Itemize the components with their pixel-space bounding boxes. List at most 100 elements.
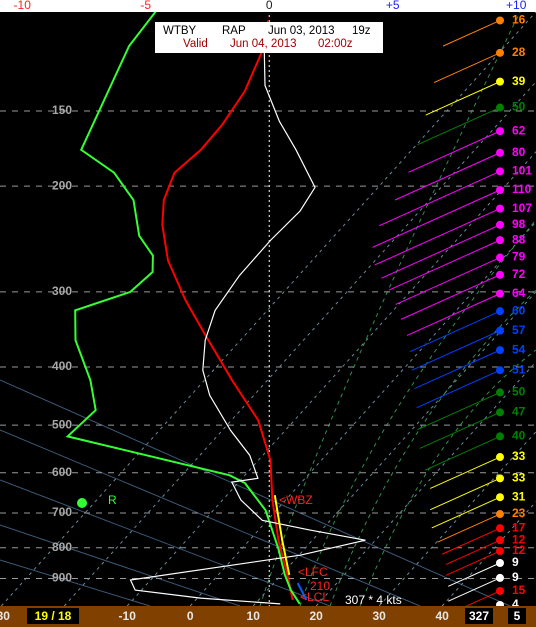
y-tick-label: 400 <box>52 359 72 373</box>
wind-speed: 107 <box>512 201 532 215</box>
wind-speed: 50 <box>512 385 526 399</box>
grid <box>0 12 536 606</box>
wind-barb <box>388 239 501 291</box>
axis-labels: 150 200 300 400 500 600 700 800 900 <box>52 103 72 584</box>
wind-speed: 31 <box>512 489 526 503</box>
header: WTBY RAP Jun 03, 2013 19z Valid Jun 04, … <box>155 22 383 53</box>
wind-dot <box>496 204 504 213</box>
wind-dot <box>496 103 504 112</box>
wind-dot <box>496 510 504 519</box>
x-tick-label: 10 <box>247 609 261 623</box>
wind-dot <box>496 474 504 483</box>
x2-tick-label: -10 <box>14 0 32 12</box>
y-tick-label: 200 <box>52 178 72 192</box>
extra: 5 <box>514 609 521 623</box>
init-date: Jun 03, 2013 <box>268 25 335 37</box>
wind-dot <box>496 493 504 502</box>
wind-barb <box>448 577 501 602</box>
wind-speed: 39 <box>512 74 526 88</box>
wind-barb <box>408 130 501 173</box>
surface-box <box>27 608 79 624</box>
wind-speed: 12 <box>512 532 526 546</box>
wind-speed: 60 <box>512 303 526 317</box>
wind-speed: 50 <box>512 100 526 114</box>
direction-box <box>465 608 493 624</box>
dry-adiabat <box>0 379 511 606</box>
wind-barb <box>414 349 501 390</box>
wind-barb <box>442 20 501 47</box>
x-tick-label: 30 <box>372 609 386 623</box>
x-tick-label: 0 <box>187 609 194 623</box>
wind-dot <box>496 536 504 545</box>
x2-tick-label: 0 <box>266 0 273 12</box>
wind-speed: 15 <box>512 583 526 597</box>
wind-barb <box>372 189 501 248</box>
lfc-label: <LFC <box>298 565 328 579</box>
wind-speed: 57 <box>512 323 526 337</box>
wind-dot <box>496 547 504 556</box>
wind-dot <box>496 185 504 194</box>
wind-speed: 62 <box>512 123 526 137</box>
profile-line <box>296 582 308 601</box>
top-axis: -10 -5 0 +5 +10 <box>14 0 527 12</box>
wind-barb <box>400 274 501 320</box>
wind-barb <box>424 435 501 471</box>
wind-dot <box>496 127 504 136</box>
wind-barb <box>409 310 501 353</box>
y-tick-label: 150 <box>52 103 72 117</box>
wind-dot <box>496 220 504 229</box>
profile-line <box>273 495 291 576</box>
level-label: 210 <box>310 579 330 593</box>
wind-speed: 51 <box>512 362 526 376</box>
wind-dot <box>496 253 504 262</box>
profile-line <box>161 20 294 601</box>
wind-barb <box>437 513 501 543</box>
wind-speed: 98 <box>512 217 526 231</box>
x2-tick-label: +10 <box>506 0 527 12</box>
wind-dot <box>496 148 504 157</box>
wind-speed: 12 <box>512 543 526 557</box>
wind-barb <box>425 81 501 116</box>
wind-barb <box>417 391 501 430</box>
x-tick-label: -10 <box>119 609 137 623</box>
wind-speed: 110 <box>512 182 532 196</box>
wind-barb <box>417 107 501 146</box>
wind-barb <box>394 152 501 201</box>
station: WTBY <box>163 25 197 37</box>
wind-speed: 80 <box>512 145 526 159</box>
wind-dot <box>496 236 504 245</box>
isotherm <box>189 221 536 606</box>
wind-dot <box>496 289 504 298</box>
wind-speed: 72 <box>512 267 526 281</box>
wind-dot <box>496 16 504 25</box>
top-strip <box>0 0 536 12</box>
x-tick-label: 20 <box>310 609 324 623</box>
y-tick-label: 700 <box>52 505 72 519</box>
wind-dot <box>496 167 504 176</box>
y-tick-label: 900 <box>52 571 72 585</box>
x2-tick-label: -5 <box>140 0 151 12</box>
valid-label: Valid <box>183 38 208 50</box>
profiles <box>65 12 366 605</box>
wind-barb <box>430 477 501 511</box>
surface-wind: 307 * 4 kts <box>345 593 402 607</box>
wind-speed: 9 <box>512 570 519 584</box>
wind-speed: 54 <box>512 342 526 356</box>
profile-line <box>65 12 301 605</box>
wind-barb <box>419 411 501 449</box>
dry-adiabat <box>0 479 331 606</box>
marker-label: R <box>108 493 117 507</box>
wind-speed: 88 <box>512 232 526 246</box>
wind-speed: 40 <box>512 429 526 443</box>
wind-speed: 101 <box>512 164 532 178</box>
wbz-label: <WBZ <box>279 493 313 507</box>
wind-dot <box>496 558 504 567</box>
wind-barb <box>430 456 501 489</box>
x-tick-label: 40 <box>435 609 449 623</box>
wind-speed: 64 <box>512 286 526 300</box>
wind-barb <box>416 369 501 409</box>
wind-dot <box>496 270 504 279</box>
